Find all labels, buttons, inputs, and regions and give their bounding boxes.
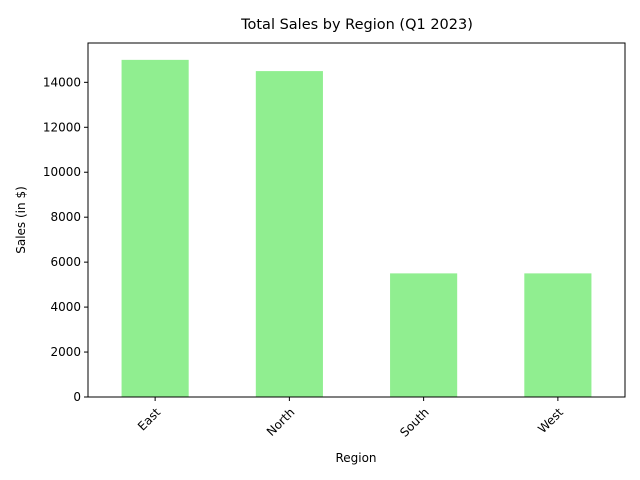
y-tick-label: 10000 bbox=[43, 165, 81, 179]
bars-layer bbox=[121, 59, 592, 398]
y-tick-label: 4000 bbox=[50, 300, 81, 314]
x-tick-label: East bbox=[135, 405, 163, 433]
y-tick-label: 2000 bbox=[50, 345, 81, 359]
bar-south bbox=[390, 273, 458, 397]
bar-north bbox=[255, 71, 323, 397]
x-axis-label: Region bbox=[335, 451, 376, 465]
y-tick-label: 12000 bbox=[43, 120, 81, 134]
plot-frame bbox=[87, 42, 626, 398]
y-tick-label: 6000 bbox=[50, 255, 81, 269]
y-tick-label: 8000 bbox=[50, 210, 81, 224]
x-tick-label: West bbox=[535, 405, 566, 436]
y-axis-label: Sales (in $) bbox=[14, 186, 28, 254]
y-tick-label: 0 bbox=[73, 390, 81, 404]
y-axis: 0 2000 4000 6000 8000 10000 12000 14000 bbox=[43, 75, 88, 404]
x-tick-label: South bbox=[397, 405, 432, 440]
y-tick-label: 14000 bbox=[43, 75, 81, 89]
x-axis: East North South West bbox=[135, 397, 566, 440]
bar-east bbox=[121, 59, 189, 398]
bar-west bbox=[524, 273, 592, 397]
chart-title: Total Sales by Region (Q1 2023) bbox=[240, 17, 473, 33]
x-tick-label: North bbox=[264, 405, 298, 439]
